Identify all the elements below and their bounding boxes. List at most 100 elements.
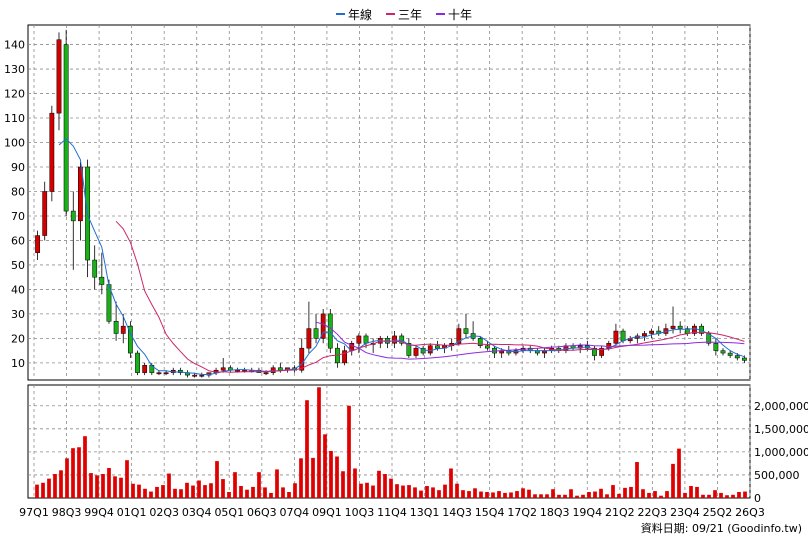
candle-body	[306, 328, 312, 349]
volume-bar	[449, 468, 453, 498]
volume-bar	[533, 494, 537, 498]
volume-bar	[89, 473, 93, 498]
x-tick-label: 10Q3	[345, 506, 375, 519]
x-tick-label: 26Q3	[735, 506, 765, 519]
data-date-footnote: 資料日期: 09/21 (Goodinfo.tw)	[640, 522, 802, 535]
volume-bar	[305, 400, 309, 498]
volume-bar	[257, 472, 261, 498]
candle-body	[606, 343, 612, 349]
candle-body	[242, 369, 248, 372]
volume-bar	[35, 484, 39, 498]
volume-bar	[497, 491, 501, 498]
x-tick-label: 11Q4	[377, 506, 407, 519]
volume-bar	[515, 491, 519, 498]
volume-bar	[683, 492, 687, 498]
x-axis: 97Q1 98Q3 99Q4 01Q1 02Q3 03Q4 05Q1 06Q3 07Q4 09Q1…	[19, 506, 765, 519]
volume-bar	[605, 494, 609, 498]
price-tick-label: 70	[11, 210, 25, 223]
chart-legend: 年線 三年 十年	[0, 3, 808, 25]
candle-body	[363, 335, 369, 344]
volume-bar	[611, 485, 615, 498]
candle-body	[599, 347, 605, 356]
volume-bar	[245, 489, 249, 498]
x-tick-label: 25Q2	[703, 506, 733, 519]
three-year-moving-average-line	[115, 220, 745, 373]
candle-body	[720, 350, 726, 354]
candle-body	[727, 352, 733, 356]
candle-body	[299, 347, 305, 371]
volume-bar	[701, 494, 705, 498]
candle-body	[320, 313, 326, 339]
x-tick-label: 02Q3	[149, 506, 179, 519]
volume-bar	[167, 473, 171, 498]
volume-bar	[107, 468, 111, 498]
candle-body	[263, 372, 269, 375]
volume-bar	[467, 491, 471, 498]
volume-bar	[221, 479, 225, 498]
legend-swatch-annual	[335, 13, 345, 15]
volume-bar	[653, 491, 657, 498]
volume-bar	[455, 483, 459, 498]
candle-body	[78, 166, 83, 222]
candle-body	[649, 330, 655, 334]
volume-bar	[581, 494, 585, 498]
volume-tick-label: 500,000	[754, 469, 800, 482]
volume-bar	[659, 495, 663, 498]
volume-tick-label: 2,000,000	[754, 400, 808, 413]
volume-bar	[293, 483, 297, 498]
x-tick-label: 15Q4	[475, 506, 505, 519]
volume-bar	[113, 476, 117, 498]
price-tick-label: 120	[4, 88, 25, 101]
candle-body	[456, 328, 462, 344]
price-tick-label: 50	[11, 259, 25, 272]
volume-bar	[191, 485, 195, 498]
candle-body	[49, 112, 55, 192]
legend-swatch-three-year	[385, 13, 395, 15]
volume-bar	[185, 482, 189, 498]
volume-bar	[161, 485, 165, 498]
volume-bar	[575, 495, 579, 498]
candle-body	[35, 235, 40, 253]
volume-tick-label: 0	[754, 492, 761, 505]
candle-body	[613, 330, 619, 344]
price-tick-label: 80	[11, 185, 25, 198]
candle-body	[277, 367, 283, 371]
candle-body	[435, 345, 440, 349]
candle-body	[620, 330, 626, 342]
candle-body	[135, 352, 140, 373]
volume-bar	[437, 490, 441, 498]
volume-bar	[707, 494, 711, 498]
candle-body	[642, 333, 647, 337]
volume-plot-frame	[27, 384, 751, 499]
volume-bar	[677, 448, 681, 498]
candle-body	[706, 333, 712, 344]
volume-bar	[689, 486, 693, 498]
volume-bar	[395, 484, 399, 498]
volume-bar	[47, 478, 51, 498]
volume-bar	[269, 492, 273, 498]
candle-body	[356, 335, 362, 344]
candle-body	[142, 365, 148, 373]
candle-body	[163, 372, 169, 375]
volume-bar	[377, 470, 381, 498]
volume-bar	[473, 488, 477, 498]
volume-bar	[227, 492, 231, 498]
candle-body	[692, 325, 697, 334]
annual-moving-average-line	[58, 138, 745, 375]
volume-bar	[521, 488, 525, 498]
price-tick-label: 130	[4, 63, 25, 76]
x-tick-label: 13Q1	[410, 506, 440, 519]
volume-bar	[173, 488, 177, 498]
volume-bar	[551, 489, 555, 498]
volume-bar	[155, 486, 159, 498]
candle-body	[56, 39, 62, 114]
volume-bar	[119, 477, 123, 498]
volume-bar	[539, 494, 543, 498]
volume-bar	[311, 457, 315, 498]
volume-bar	[101, 474, 105, 498]
volume-bar	[641, 489, 645, 498]
candle-body	[127, 325, 133, 354]
volume-bar	[353, 468, 357, 498]
price-tick-label: 20	[11, 332, 25, 345]
